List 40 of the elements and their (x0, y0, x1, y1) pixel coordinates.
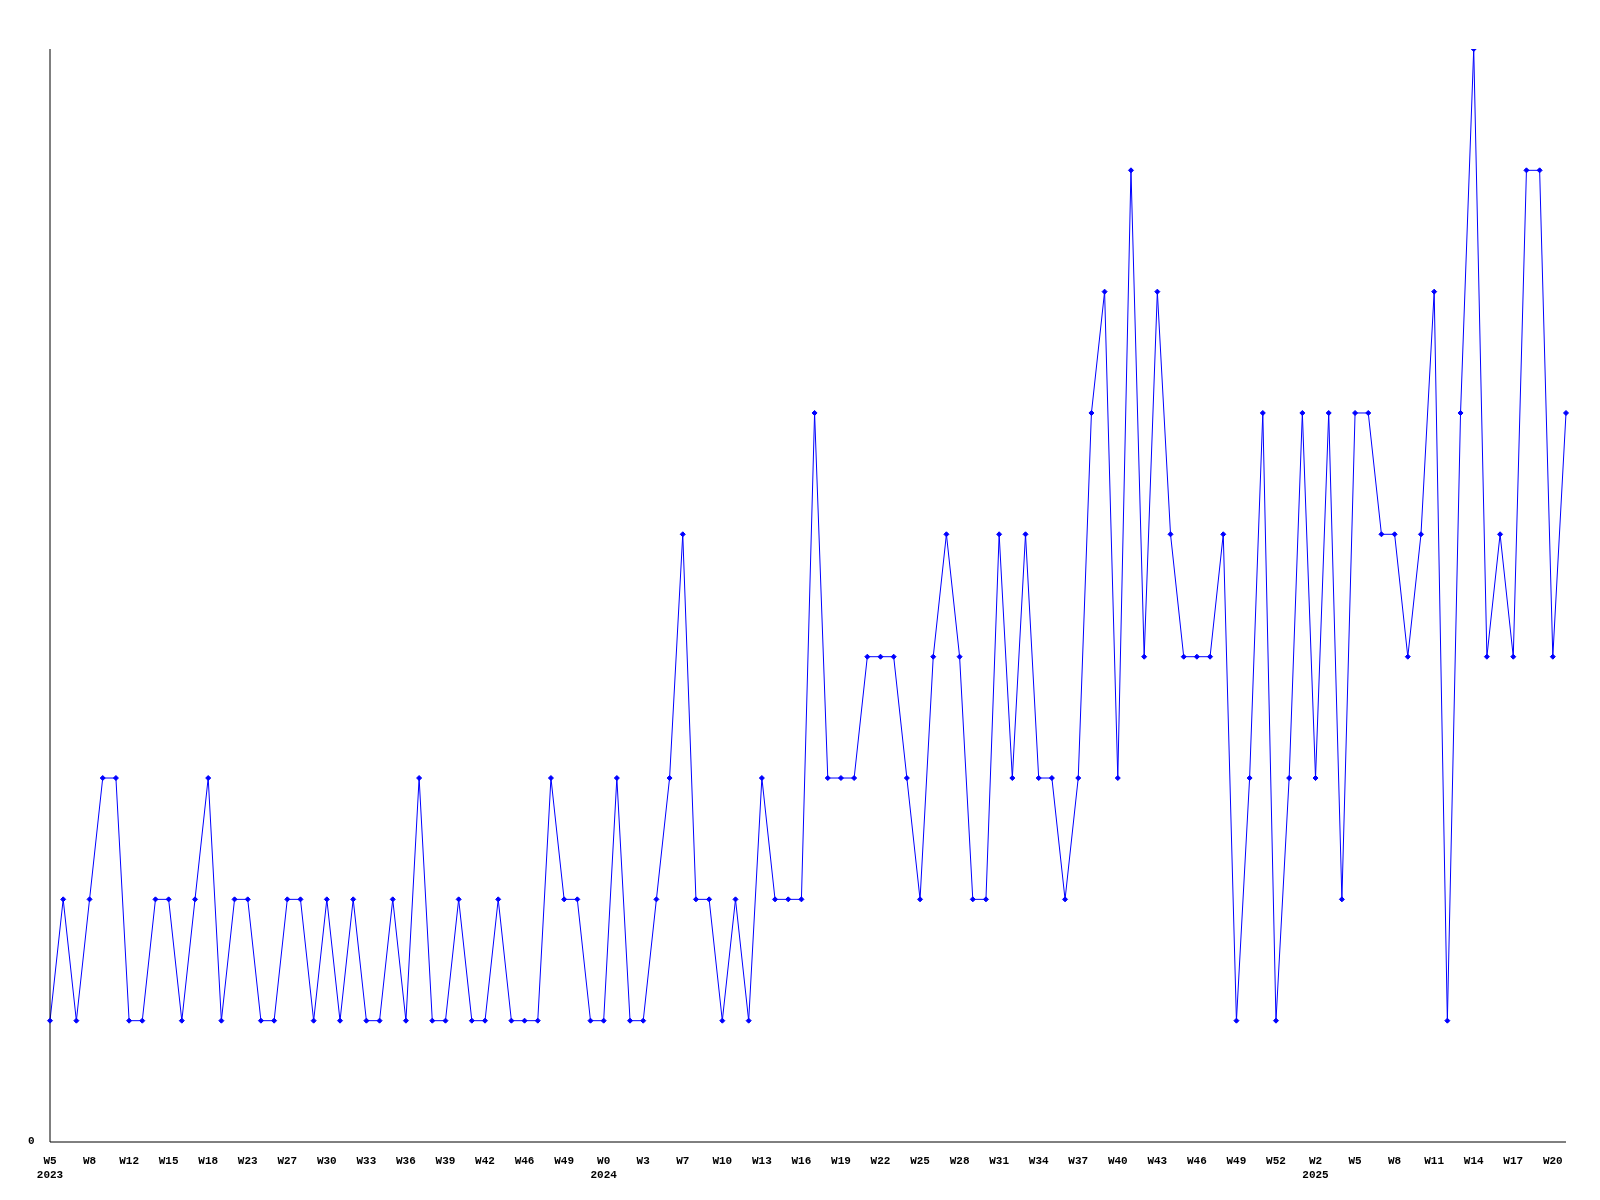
x-tick-label: W11 (1424, 1155, 1445, 1167)
x-tick-label: W40 (1107, 1155, 1128, 1167)
x-tick-label: W23 (237, 1155, 259, 1167)
x-tick-label: W34 (1028, 1155, 1049, 1167)
x-tick-label: W19 (831, 1155, 851, 1167)
x-tick-label: W49 (554, 1155, 575, 1167)
x-tick-label: W16 (791, 1155, 812, 1167)
text: 0 (28, 1135, 35, 1147)
x-tick-label: W43 (1147, 1155, 1168, 1167)
x-tick-label: W33 (356, 1155, 377, 1167)
x-tick-label: W10 (712, 1155, 733, 1167)
x-tick-label: W30 (316, 1155, 337, 1167)
x-tick-label: W46 (514, 1155, 535, 1167)
x-tick-label: W22 (870, 1155, 891, 1167)
x-tick-label: W15 (158, 1155, 179, 1167)
x-tick-label: W49 (1226, 1155, 1247, 1167)
x-tick-label: W37 (1068, 1155, 1089, 1167)
x-tick-label: W28 (949, 1155, 970, 1167)
x-tick-label: W25 (910, 1155, 931, 1167)
x-tick-label: W12 (119, 1155, 139, 1167)
x-tick-label: W13 (751, 1155, 773, 1167)
x-tick-label: W17 (1503, 1155, 1524, 1167)
x-tick-label: W5 2023 (36, 1155, 64, 1181)
x-tick-label: W8 (82, 1155, 97, 1167)
x-tick-label: W14 (1463, 1155, 1485, 1167)
x-tick-label: W27 (277, 1155, 298, 1167)
x-tick-label: W8 (1388, 1155, 1402, 1167)
x-tick-label: W36 (396, 1155, 416, 1167)
x-tick-label: W39 (435, 1155, 456, 1167)
x-tick-label: W5 (1348, 1155, 1363, 1167)
x-tick-label: W20 (1542, 1155, 1563, 1167)
x-tick-label: W52 (1266, 1155, 1286, 1167)
x-tick-label: W31 (989, 1155, 1010, 1167)
x-tick-label: W3 (636, 1155, 651, 1167)
x-tick-label: W18 (198, 1155, 219, 1167)
x-tick-label: W0 2024 (590, 1155, 618, 1181)
x-tick-label: W46 (1186, 1155, 1207, 1167)
x-tick-label: W42 (475, 1155, 495, 1167)
x-tick-label: W2 2025 (1302, 1155, 1330, 1181)
x-tick-label: W7 (676, 1155, 690, 1167)
